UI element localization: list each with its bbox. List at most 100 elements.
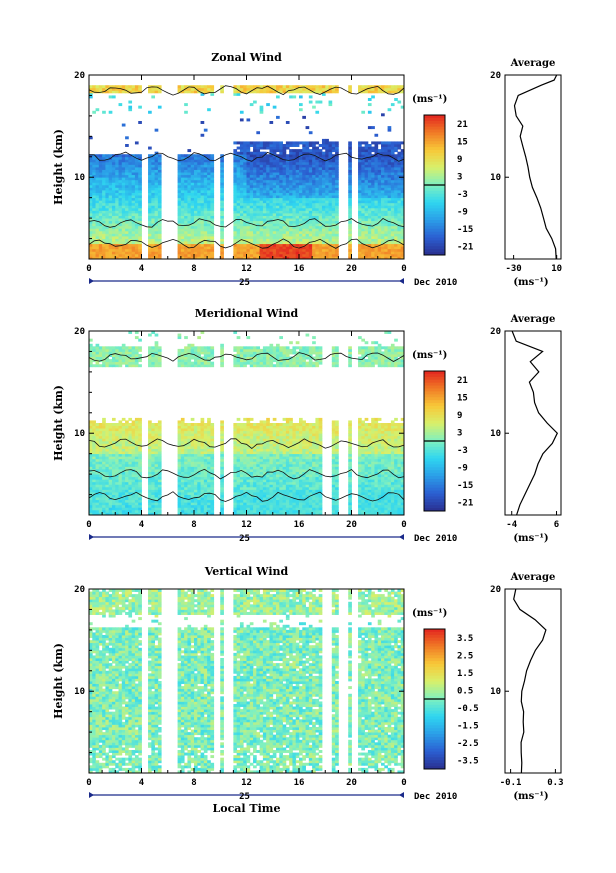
heatmap-cell [397, 220, 402, 224]
heatmap-cell [89, 136, 93, 140]
heatmap-cell [111, 202, 116, 206]
heatmap-cell [89, 95, 93, 99]
heatmap-cell [358, 179, 362, 183]
heatmap-cell [154, 220, 159, 224]
heatmap-cell [246, 156, 251, 160]
heatmap-cell [289, 169, 293, 173]
heatmap-cell [148, 428, 152, 432]
heatmap-cell [335, 248, 339, 252]
heatmap-cell [210, 220, 215, 224]
heatmap-cell [367, 126, 372, 130]
heatmap-cell [315, 213, 320, 216]
heatmap-cell [308, 228, 313, 232]
heatmap-cell [302, 156, 306, 160]
heatmap-cell [348, 179, 352, 183]
heatmap-cell [187, 177, 192, 181]
heatmap-cell [184, 354, 188, 357]
heatmap-cell [102, 502, 106, 506]
heatmap-cell [203, 243, 208, 247]
heatmap-cell [203, 85, 208, 89]
heatmap-cell [364, 205, 369, 209]
heatmap-cell [184, 230, 188, 234]
heatmap-cell [92, 484, 96, 488]
heatmap-cell [394, 233, 398, 237]
heatmap-cell [157, 486, 162, 490]
heatmap-cell [374, 133, 379, 137]
heatmap-cell [134, 435, 139, 439]
heatmap-cell [98, 172, 103, 176]
heatmap-cell [358, 228, 362, 232]
heatmap-cell [236, 159, 241, 163]
heatmap-cell [148, 228, 152, 232]
heatmap-cell [295, 215, 300, 219]
heatmap-cell [210, 213, 215, 216]
heatmap-cell [111, 425, 116, 429]
heatmap-cell [236, 223, 241, 227]
heatmap-cell [177, 154, 182, 158]
heatmap-cell [256, 192, 261, 196]
heatmap-cell [125, 243, 129, 247]
heatmap-cell [115, 164, 119, 168]
heatmap-cell [121, 428, 126, 432]
heatmap-cell [184, 225, 188, 229]
heatmap-cell [187, 90, 192, 94]
heatmap-cell [381, 256, 385, 260]
heatmap-cell [121, 238, 126, 242]
heatmap-cell [292, 184, 297, 188]
heatmap-cell [321, 230, 326, 234]
heatmap-cell [233, 164, 238, 168]
heatmap-cell [180, 167, 185, 170]
heatmap-cell [276, 228, 280, 232]
heatmap-cell [220, 202, 224, 206]
heatmap-cell [92, 423, 96, 426]
heatmap-cell [134, 177, 139, 181]
heatmap-cell [348, 85, 352, 89]
heatmap-cell [187, 489, 192, 493]
heatmap-cell [187, 197, 192, 201]
heatmap-cell [92, 182, 96, 186]
heatmap-cell [239, 190, 244, 193]
heatmap-cell [249, 251, 254, 255]
heatmap-cell [125, 440, 129, 444]
heatmap-cell [92, 200, 96, 204]
heatmap-cell [266, 169, 270, 173]
heatmap-cell [148, 243, 152, 247]
heatmap-cell [276, 141, 280, 145]
heatmap-cell [200, 213, 205, 216]
heatmap-cell [282, 174, 287, 178]
heatmap-cell [128, 87, 133, 91]
heatmap-cell [210, 190, 215, 193]
heatmap-cell [184, 433, 188, 437]
heatmap-cell [328, 210, 333, 214]
heatmap-cell [305, 243, 310, 247]
heatmap-cell [377, 238, 382, 242]
heatmap-cell [187, 451, 192, 455]
heatmap-cell [177, 456, 182, 460]
heatmap-cell [111, 85, 116, 89]
heatmap-cell [400, 230, 405, 234]
heatmap-cell [285, 159, 290, 163]
heatmap-cell [148, 195, 152, 199]
heatmap-cell [292, 161, 297, 165]
heatmap-cell [325, 192, 329, 196]
heatmap-cell [118, 504, 123, 508]
heatmap-cell [236, 172, 241, 176]
heatmap-cell [98, 248, 103, 252]
heatmap-cell [177, 161, 182, 165]
heatmap-cell [151, 492, 156, 495]
heatmap-cell [89, 463, 93, 467]
heatmap-cell [157, 361, 162, 365]
heatmap-cell [308, 184, 313, 188]
heatmap-cell [207, 85, 211, 89]
heatmap-cell [108, 364, 113, 368]
heatmap-cell [387, 248, 392, 252]
heatmap-cell [98, 458, 103, 462]
heatmap-cell [282, 169, 287, 173]
heatmap-cell [236, 233, 241, 237]
heatmap-cell [95, 87, 100, 91]
heatmap-cell [118, 494, 123, 498]
heatmap-cell [315, 233, 320, 237]
heatmap-cell [203, 238, 208, 242]
heatmap-cell [220, 179, 224, 183]
heatmap-cell [358, 200, 362, 204]
